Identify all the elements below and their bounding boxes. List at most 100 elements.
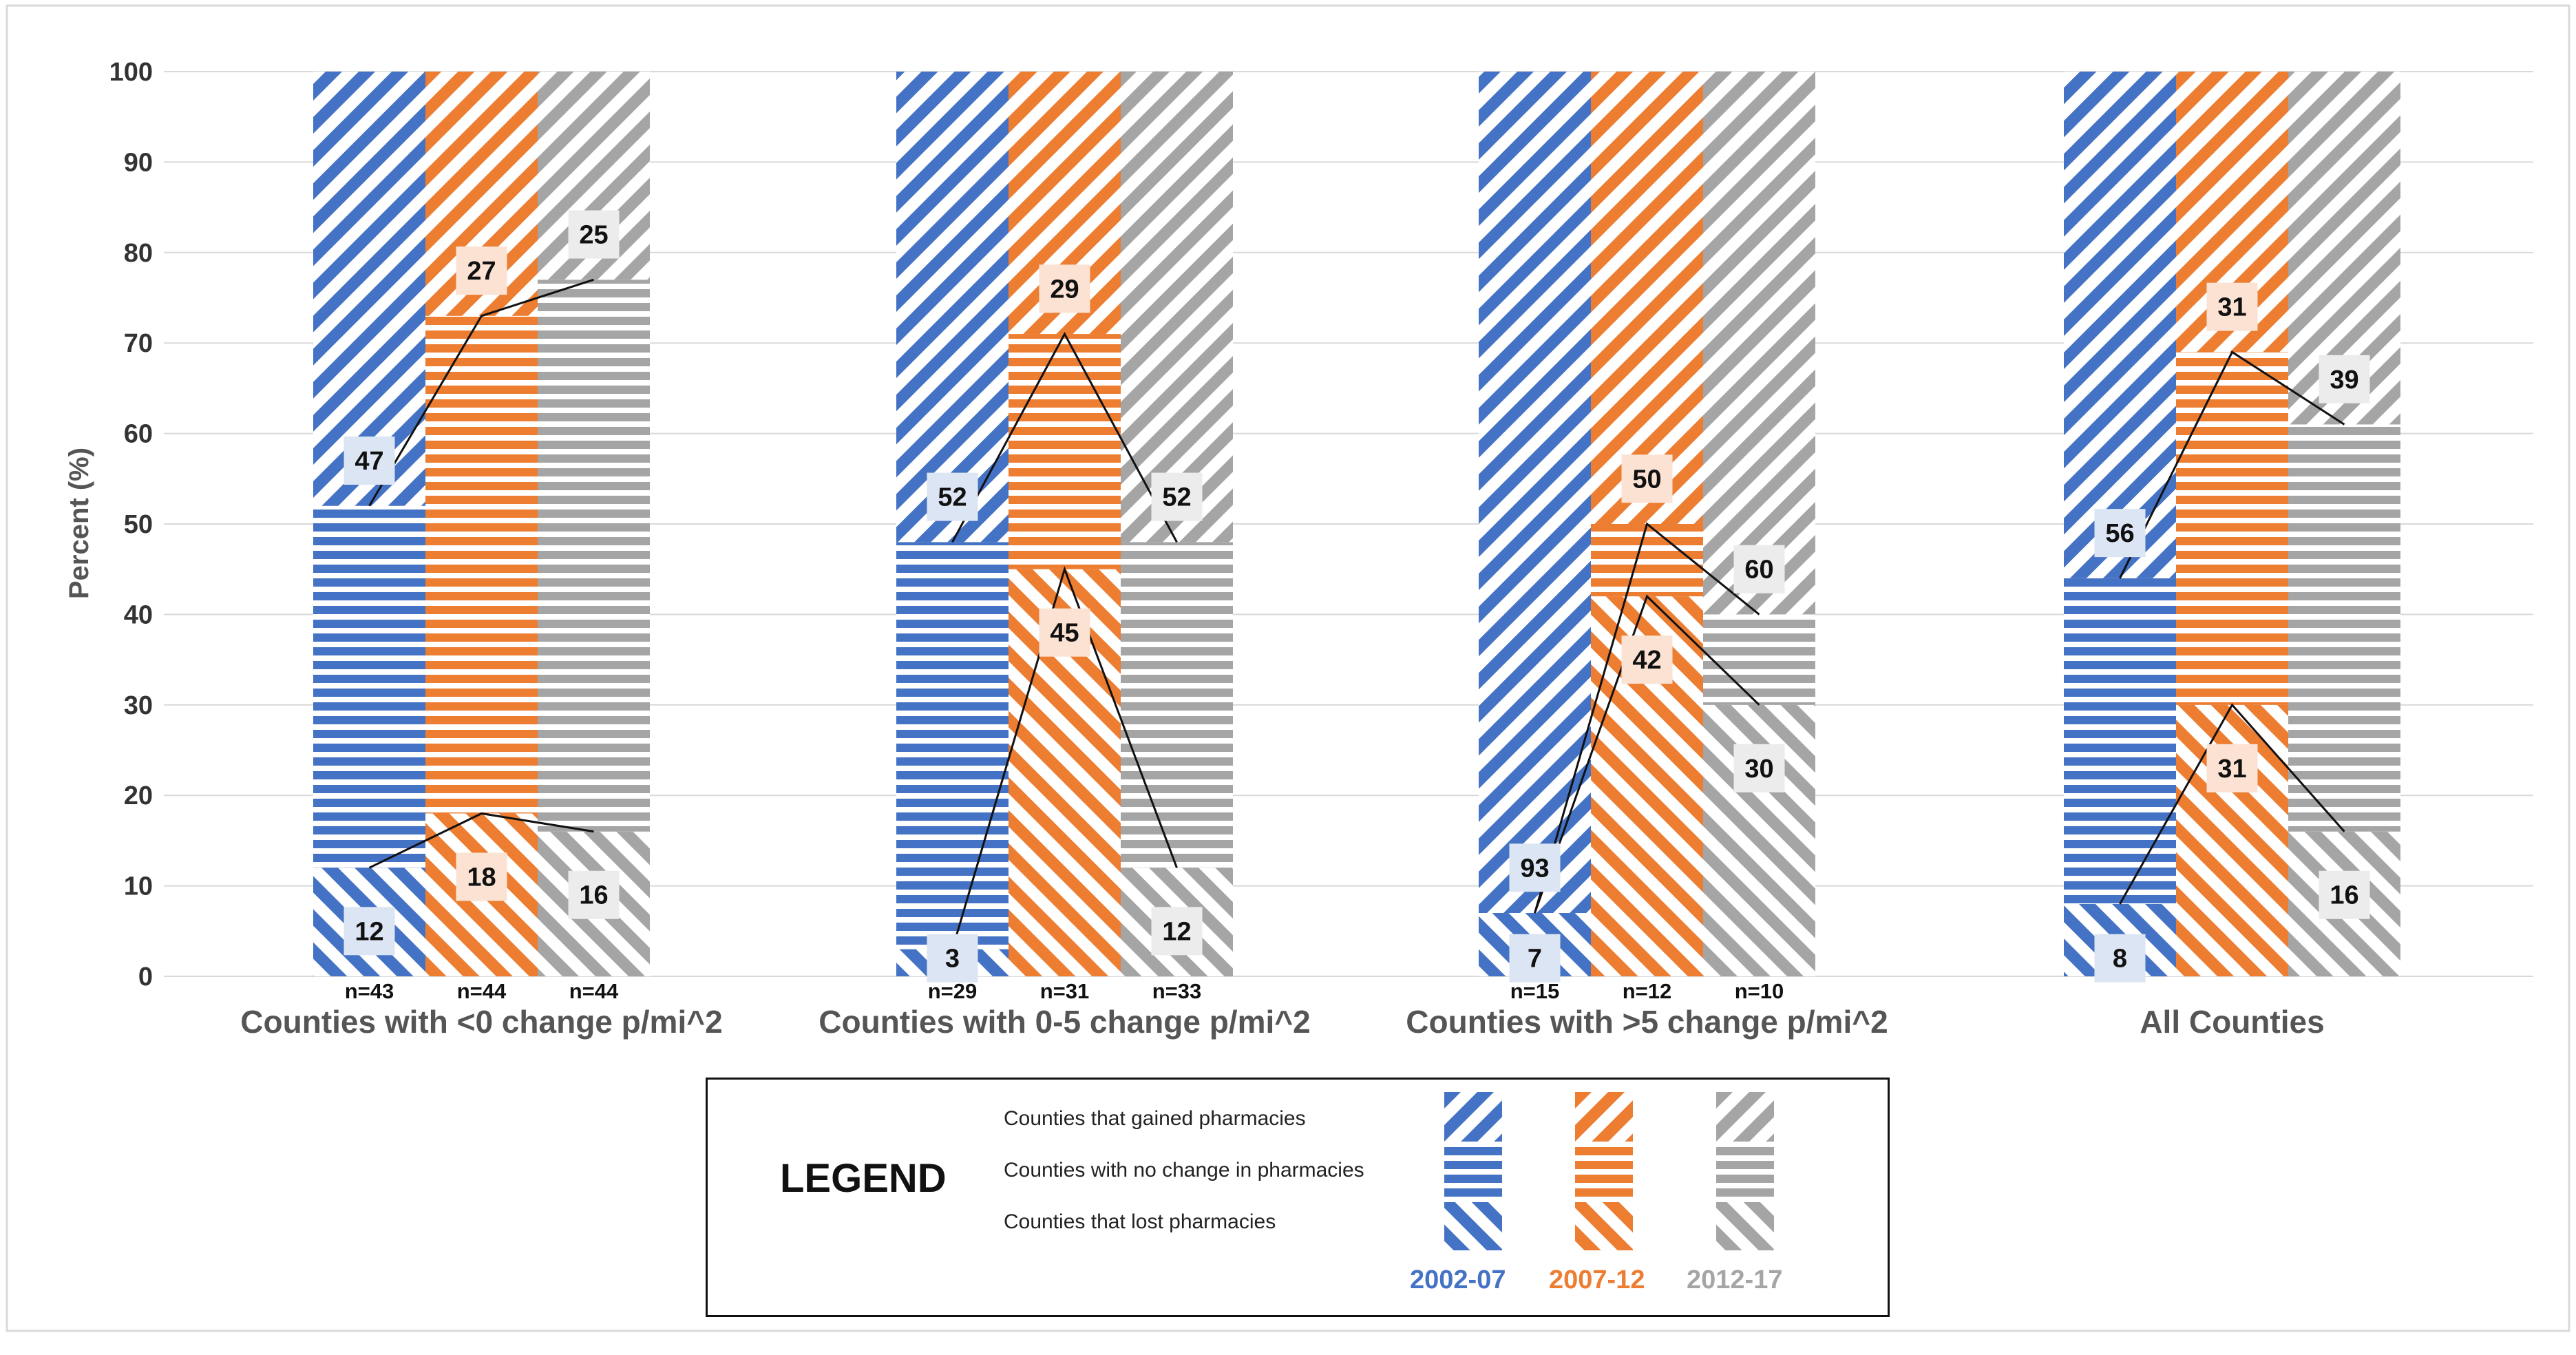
data-label: 39 bbox=[2330, 366, 2358, 395]
data-label-box bbox=[1039, 608, 1090, 657]
data-label: 42 bbox=[1632, 646, 1661, 675]
connector-line-lost bbox=[2119, 703, 2345, 905]
connector-line-lost bbox=[951, 565, 1178, 950]
n-label: n=10 bbox=[1735, 979, 1784, 1003]
n-label: n=12 bbox=[1623, 979, 1672, 1003]
n-label: n=31 bbox=[1040, 979, 1090, 1003]
n-label: n=15 bbox=[1510, 979, 1560, 1003]
legend-swatch-no-change-2007-12 bbox=[1575, 1147, 1633, 1197]
bar-segment-no-change-2007-12 bbox=[1591, 524, 1703, 597]
n-label: n=44 bbox=[457, 979, 507, 1003]
category-label: Counties with 0-5 change p/mi^2 bbox=[819, 1004, 1310, 1040]
data-label-box bbox=[456, 246, 507, 295]
y-tick-label: 40 bbox=[124, 600, 153, 629]
legend-swatch-no-change-2012-17 bbox=[1716, 1147, 1774, 1197]
data-label: 47 bbox=[355, 447, 383, 476]
data-label-box bbox=[2319, 870, 2370, 919]
data-label-box bbox=[1733, 545, 1785, 594]
legend-year-2007-12: 2007-12 bbox=[1549, 1265, 1645, 1294]
legend-row-no-change: Counties with no change in pharmacies bbox=[1004, 1159, 1364, 1181]
n-label: n=44 bbox=[569, 979, 619, 1003]
legend-swatch-gained-2012-17 bbox=[1716, 1092, 1774, 1142]
y-tick-label: 70 bbox=[124, 329, 153, 358]
category-label: Counties with >5 change p/mi^2 bbox=[1406, 1004, 1888, 1040]
legend-title: LEGEND bbox=[780, 1156, 947, 1201]
legend-swatch-gained-2007-12 bbox=[1575, 1092, 1633, 1142]
y-tick-label: 30 bbox=[124, 691, 153, 720]
data-label: 52 bbox=[938, 483, 967, 512]
data-label-box bbox=[2319, 355, 2370, 403]
legend-swatch-2007-12 bbox=[1575, 1092, 1633, 1250]
bar-segment-no-change-2007-12 bbox=[2176, 352, 2288, 705]
n-label: n=33 bbox=[1152, 979, 1202, 1003]
bars bbox=[313, 72, 2400, 976]
y-tick-label: 90 bbox=[124, 148, 153, 177]
data-label-box bbox=[568, 210, 620, 259]
data-label: 7 bbox=[1528, 945, 1542, 974]
legend-swatch-lost-2007-12 bbox=[1575, 1202, 1633, 1250]
data-label: 30 bbox=[1744, 755, 1773, 784]
data-label-box bbox=[927, 472, 978, 521]
category-label: Counties with <0 change p/mi^2 bbox=[240, 1004, 722, 1040]
y-tick-label: 10 bbox=[124, 872, 153, 901]
data-label-box bbox=[2206, 282, 2258, 331]
data-label: 52 bbox=[1162, 483, 1191, 512]
data-label-box bbox=[927, 934, 978, 983]
connector-lines bbox=[368, 278, 2345, 950]
data-label: 56 bbox=[2105, 519, 2134, 548]
data-label-box bbox=[456, 852, 507, 901]
data-label: 27 bbox=[467, 257, 496, 286]
bar-segment-gained-2012-17 bbox=[1121, 72, 1233, 543]
data-label: 8 bbox=[2113, 945, 2127, 974]
data-label: 93 bbox=[1520, 854, 1549, 883]
y-tick-label: 100 bbox=[109, 58, 153, 87]
data-label-box bbox=[1733, 744, 1785, 792]
bar-segment-no-change-2002-07 bbox=[313, 505, 425, 868]
y-tick-label: 80 bbox=[124, 239, 153, 268]
bar-segment-no-change-2007-12 bbox=[425, 315, 538, 814]
data-label: 3 bbox=[945, 945, 960, 974]
bar-segment-no-change-2002-07 bbox=[2064, 578, 2176, 904]
legend-swatch-2012-17 bbox=[1716, 1092, 1774, 1250]
legend-swatch-lost-2002-07 bbox=[1444, 1202, 1502, 1250]
legend-swatch-no-change-2002-07 bbox=[1444, 1147, 1502, 1197]
chart-frame bbox=[6, 4, 2570, 1332]
bar-segment-gained-2007-12 bbox=[1591, 72, 1703, 524]
bar-segment-no-change-2002-07 bbox=[896, 542, 1009, 949]
bar-segment-gained-2002-07 bbox=[896, 72, 1009, 543]
data-label: 16 bbox=[2330, 881, 2358, 910]
data-label-box bbox=[1509, 934, 1561, 983]
connector-line-lost bbox=[1534, 594, 1760, 914]
data-label-box bbox=[1039, 264, 1090, 313]
n-label: n=29 bbox=[928, 979, 978, 1003]
data-label-box bbox=[1509, 843, 1561, 892]
bar-segment-gained-2002-07 bbox=[313, 72, 425, 506]
legend-swatch-gained-2002-07 bbox=[1444, 1092, 1502, 1142]
data-label-box bbox=[344, 907, 395, 956]
bar-segment-gained-2002-07 bbox=[1479, 72, 1591, 914]
legend-year-2002-07: 2002-07 bbox=[1410, 1265, 1506, 1294]
data-label-box bbox=[2206, 744, 2258, 792]
data-label: 25 bbox=[579, 221, 608, 250]
y-axis-ticks: 0 10 20 30 40 50 60 70 80 90 100 bbox=[109, 58, 153, 991]
bar-segment-gained-2002-07 bbox=[2064, 72, 2176, 578]
data-label: 16 bbox=[579, 881, 608, 910]
connector-line-no-change bbox=[951, 331, 1178, 543]
bar-segment-no-change-2012-17 bbox=[538, 280, 650, 832]
legend-row-gained: Counties that gained pharmacies bbox=[1004, 1107, 1306, 1130]
connector-line-no-change bbox=[1534, 522, 1760, 914]
connector-line-lost bbox=[368, 812, 594, 869]
data-labels: 12 47 18 27 16 25 3 52 45 29 12 52 7 93 42 50 30 60 8 56 31 3… bbox=[344, 210, 2370, 983]
y-tick-label: 60 bbox=[124, 420, 153, 449]
bar-segment-no-change-2012-17 bbox=[1703, 614, 1815, 705]
data-label-box bbox=[2094, 509, 2146, 558]
data-label-box bbox=[1621, 636, 1673, 684]
y-tick-label: 50 bbox=[124, 510, 153, 539]
data-label-box bbox=[1151, 472, 1203, 521]
bar-segment-no-change-2012-17 bbox=[2288, 424, 2400, 832]
legend: LEGEND Counties that gained pharmacies C… bbox=[706, 1078, 1890, 1317]
data-label-box bbox=[344, 437, 395, 485]
legend-year-2012-17: 2012-17 bbox=[1687, 1265, 1783, 1294]
